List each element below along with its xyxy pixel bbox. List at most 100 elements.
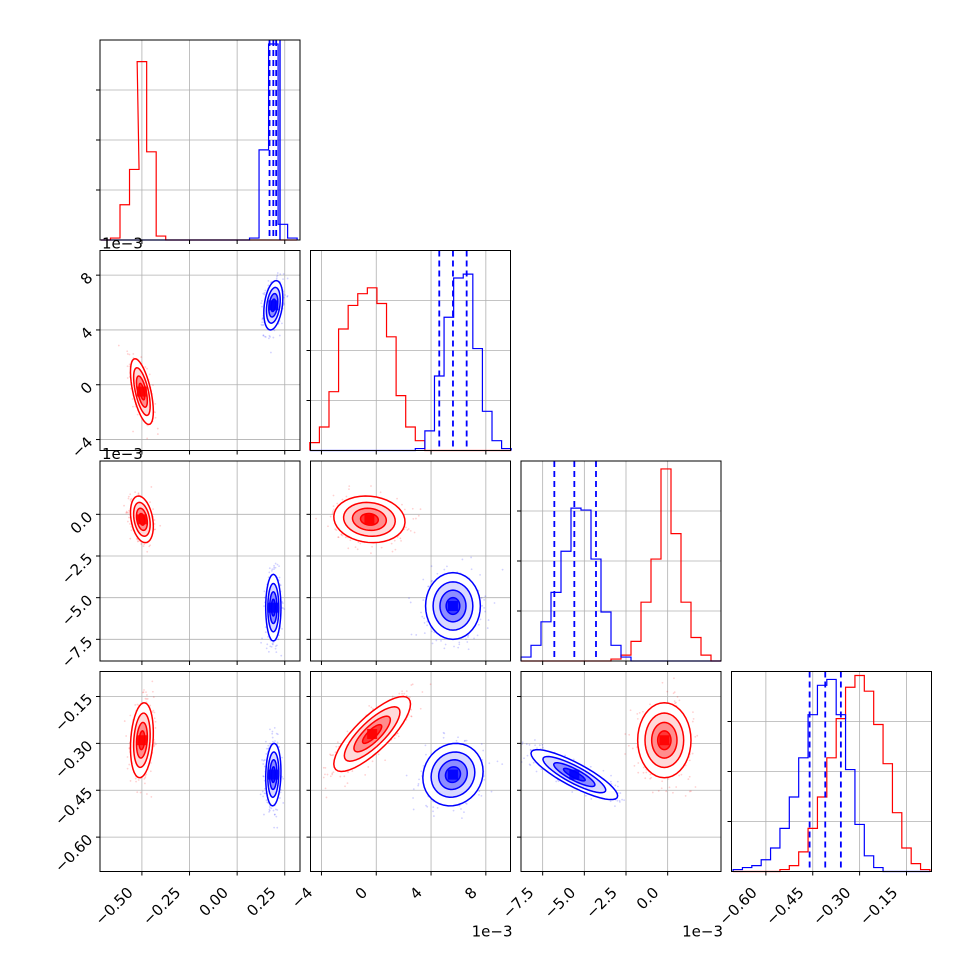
- sample-point: [417, 784, 420, 787]
- sample-point: [347, 771, 350, 774]
- panel-frame: [310, 671, 511, 872]
- sample-point: [422, 599, 425, 601]
- sample-point: [129, 537, 132, 540]
- sample-point: [264, 335, 266, 338]
- sample-point: [444, 643, 447, 646]
- sample-point: [370, 552, 372, 554]
- sample-point: [275, 815, 278, 818]
- sample-point: [623, 799, 625, 801]
- sample-point: [126, 520, 129, 523]
- sample-point: [154, 402, 157, 405]
- sample-point: [370, 485, 372, 487]
- sample-point: [273, 329, 276, 332]
- sample-point: [636, 713, 639, 715]
- sample-point: [393, 539, 396, 542]
- sample-point: [642, 771, 645, 774]
- sample-point: [453, 645, 455, 648]
- sample-point: [331, 754, 333, 757]
- sample-point: [424, 744, 427, 747]
- density-peak: [136, 735, 147, 746]
- sample-point: [126, 350, 129, 353]
- sample-point: [336, 741, 339, 744]
- sample-point: [324, 766, 327, 769]
- sample-point: [410, 715, 413, 718]
- sample-point: [143, 543, 146, 546]
- sample-point: [273, 813, 276, 816]
- sample-point: [346, 782, 349, 785]
- sample-point: [483, 606, 486, 609]
- sample-point: [332, 771, 335, 773]
- sample-point: [463, 740, 466, 743]
- sample-point: [261, 305, 263, 308]
- sample-point: [153, 745, 155, 748]
- sample-point: [401, 690, 404, 693]
- density-peak: [659, 735, 670, 746]
- sample-point: [146, 793, 148, 795]
- sample-point: [270, 807, 273, 810]
- sample-point: [501, 763, 504, 766]
- sample-point: [136, 791, 139, 794]
- sample-point: [660, 787, 663, 790]
- sample-point: [692, 717, 695, 720]
- sample-point: [359, 542, 362, 545]
- sample-point: [465, 638, 467, 641]
- panel-content: [521, 677, 699, 808]
- sample-point: [152, 696, 155, 698]
- sample-point: [267, 747, 270, 750]
- sample-point: [687, 778, 690, 780]
- sample-point: [429, 683, 432, 686]
- sample-point: [483, 778, 486, 781]
- sample-point: [146, 367, 148, 370]
- sample-point: [678, 699, 681, 702]
- sample-point: [351, 770, 354, 772]
- sample-point: [263, 765, 266, 768]
- sample-point: [478, 793, 480, 796]
- sample-point: [123, 720, 126, 722]
- sample-point: [143, 689, 145, 691]
- sample-point: [260, 641, 262, 644]
- sample-point: [134, 491, 137, 494]
- sample-point: [130, 497, 133, 500]
- sample-point: [149, 501, 151, 504]
- sample-point: [458, 804, 461, 807]
- sample-point: [427, 585, 429, 588]
- sample-point: [372, 707, 374, 710]
- sample-point: [348, 488, 350, 491]
- sample-point: [493, 602, 496, 604]
- sample-point: [127, 497, 130, 500]
- sample-point: [476, 634, 479, 637]
- sample-point: [271, 736, 274, 739]
- sample-point: [649, 777, 652, 780]
- sample-point: [423, 617, 426, 620]
- sample-point: [334, 751, 337, 754]
- sample-point: [431, 642, 434, 645]
- sample-point: [262, 334, 265, 337]
- sample-point: [284, 294, 286, 296]
- sample-point: [331, 773, 334, 776]
- sample-point: [379, 491, 382, 494]
- sample-point: [130, 525, 133, 528]
- panel-frame: [99, 671, 301, 872]
- sample-point: [259, 793, 262, 796]
- sample-point: [264, 631, 267, 634]
- sample-point: [128, 363, 131, 366]
- sample-point: [126, 767, 129, 770]
- sample-point: [271, 732, 274, 735]
- density-peak: [364, 514, 375, 525]
- sample-point: [152, 508, 155, 510]
- sample-point: [282, 802, 285, 804]
- sample-point: [645, 771, 648, 774]
- sample-point: [137, 779, 140, 781]
- sample-point: [329, 515, 332, 518]
- sample-point: [482, 749, 485, 752]
- sample-point: [377, 753, 380, 756]
- sample-point: [407, 528, 410, 530]
- sample-point: [276, 809, 279, 811]
- sample-point: [274, 562, 277, 565]
- sample-point: [688, 775, 691, 778]
- sample-point: [279, 791, 282, 794]
- sample-point: [263, 759, 266, 761]
- sample-point: [131, 398, 134, 400]
- sample-point: [267, 650, 270, 653]
- sample-point: [356, 548, 359, 551]
